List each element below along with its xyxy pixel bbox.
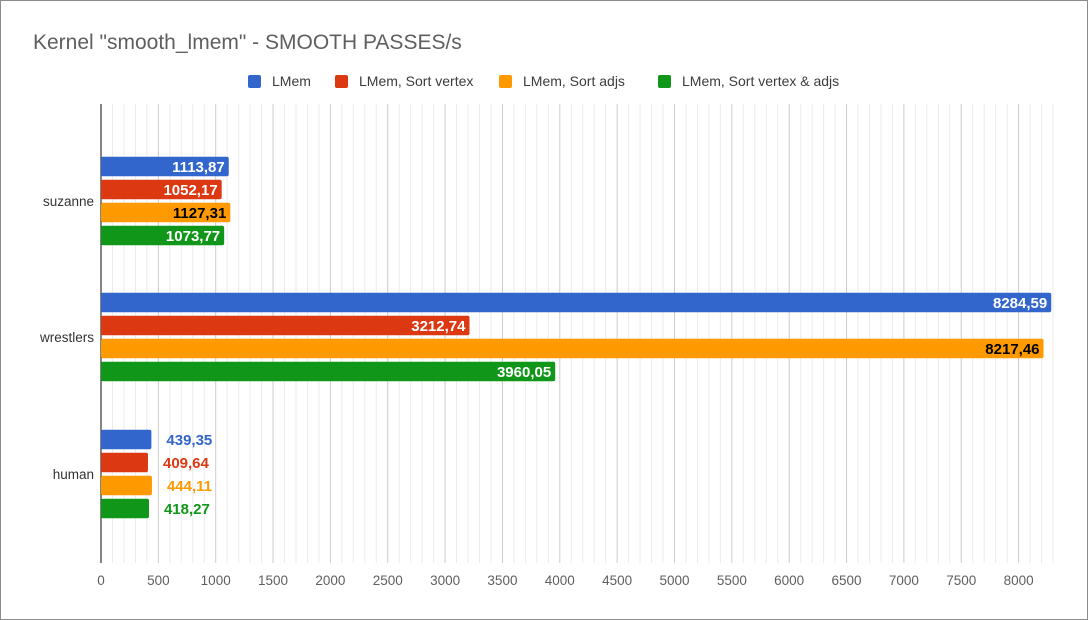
legend-swatch	[248, 74, 261, 88]
x-tick-label: 6000	[774, 573, 804, 588]
data-label: 3960,05	[497, 364, 551, 381]
x-tick-label: 4000	[545, 573, 575, 588]
legend-label: LMem, Sort vertex	[359, 73, 474, 89]
x-tick-label: 3000	[430, 573, 460, 588]
x-tick-label: 7500	[946, 573, 976, 588]
data-label: 444,11	[167, 478, 212, 495]
legend-label: LMem, Sort adjs	[523, 73, 625, 89]
bar	[101, 156, 229, 177]
x-tick-label: 8000	[1004, 573, 1034, 588]
bar	[101, 179, 222, 200]
data-label: 409,64	[163, 455, 210, 472]
legend-item: LMem, Sort adjs	[499, 73, 625, 89]
data-label: 439,35	[166, 432, 212, 449]
legend-swatch	[499, 74, 512, 88]
category-label: human	[53, 467, 94, 482]
x-tick-label: 3500	[487, 573, 517, 588]
bar	[101, 361, 556, 382]
x-tick-label: 2500	[373, 573, 403, 588]
bar	[101, 475, 152, 496]
bar	[101, 338, 1044, 359]
x-tick-label: 500	[147, 573, 170, 588]
x-tick-label: 1000	[201, 573, 231, 588]
legend: LMem LMem, Sort vertex LMem, Sort adjs LMem…	[1, 73, 1088, 93]
legend-label: LMem, Sort vertex & adjs	[682, 73, 840, 89]
legend-swatch	[658, 74, 671, 88]
x-tick-label: 5000	[659, 573, 689, 588]
data-label: 1052,17	[163, 182, 217, 199]
bar	[101, 429, 152, 450]
bar	[101, 225, 225, 246]
data-label: 1113,87	[172, 159, 225, 176]
x-tick-label: 2000	[315, 573, 345, 588]
legend-swatch	[335, 74, 348, 88]
data-label: 8217,46	[985, 341, 1039, 358]
data-label: 3212,74	[411, 318, 466, 335]
bar	[101, 498, 149, 519]
x-tick-label: 5500	[717, 573, 747, 588]
legend-item: LMem	[248, 73, 311, 89]
x-tick-label: 7000	[889, 573, 919, 588]
x-tick-label: 0	[97, 573, 105, 588]
bar	[101, 315, 470, 336]
bar	[101, 202, 231, 223]
data-label: 1073,77	[166, 228, 220, 245]
x-tick-label: 1500	[258, 573, 288, 588]
category-label: suzanne	[43, 194, 94, 209]
legend-item: LMem, Sort vertex & adjs	[658, 73, 839, 89]
x-tick-label: 6500	[832, 573, 862, 588]
legend-item: LMem, Sort vertex	[335, 73, 473, 89]
data-label: 8284,59	[993, 295, 1047, 312]
data-label: 418,27	[164, 501, 210, 518]
bar	[101, 452, 148, 473]
x-tick-label: 4500	[602, 573, 632, 588]
data-label: 1127,31	[173, 205, 226, 222]
bar	[101, 292, 1052, 313]
legend-label: LMem	[272, 73, 311, 89]
chart-title: Kernel "smooth_lmem" - SMOOTH PASSES/s	[33, 31, 462, 54]
category-label: wrestlers	[39, 330, 94, 345]
